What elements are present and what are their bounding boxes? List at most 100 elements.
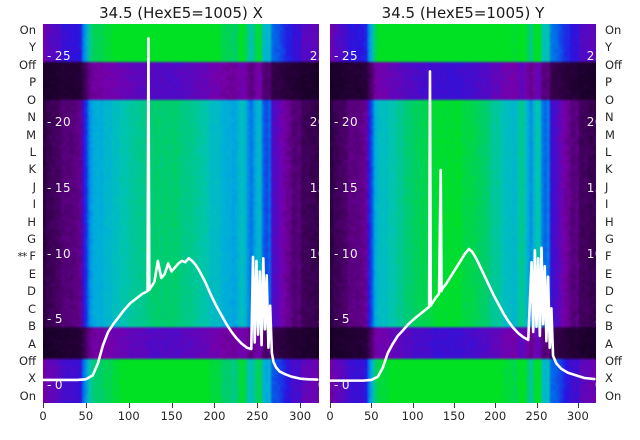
channel-label-i-10: I [33, 198, 40, 211]
x-tick-label-0: 0 [326, 409, 334, 423]
channel-label-i-10: I [600, 198, 608, 211]
channel-label-o-4: O [600, 92, 615, 107]
channel-label-text: N [27, 110, 36, 125]
y-tick-10: -10 [47, 247, 71, 261]
y-tick-value: 10 [54, 246, 72, 261]
channel-label-l-7: L [600, 145, 611, 159]
channel-label-text: On [19, 23, 36, 37]
y-tick-15: -15 [334, 181, 358, 195]
left-channel-axis: On Y Off P O N M L K J I H G ** F E D C B A Off X On [0, 24, 40, 403]
x-tick-label-100: 100 [401, 409, 424, 423]
y-tick-25: -25 [47, 49, 71, 63]
channel-label-text: B [605, 319, 613, 334]
channel-label-x-20: X [600, 372, 613, 385]
channel-label-text: J [605, 179, 609, 194]
channel-label-m-6: M [26, 127, 40, 142]
channel-label-text: E [28, 266, 36, 281]
heatmap-panel-x[interactable]: -25-20-15-10-5-02520151050 [43, 24, 319, 403]
y-tick-dash: - [47, 312, 52, 327]
x-tick-mark-50 [85, 403, 87, 408]
channel-label-p-3: P [29, 76, 40, 89]
channel-label-text: M [26, 127, 36, 142]
channel-label-on-21: On [600, 389, 621, 403]
channel-marker-icon: ** [17, 250, 27, 264]
y-tick-dash: - [334, 180, 339, 195]
signal-trace-y [330, 70, 596, 382]
channel-label-k-8: K [600, 163, 613, 176]
x-tick-mark-50 [371, 403, 373, 408]
channel-label-text: X [605, 371, 613, 386]
channel-label-text: C [27, 301, 36, 316]
channel-label-text: P [29, 75, 36, 90]
channel-label-g-12: G [600, 233, 614, 246]
channel-label-c-16: C [27, 301, 40, 316]
channel-label-text: J [32, 179, 36, 194]
x-tick-label-100: 100 [117, 409, 140, 423]
channel-label-on-0: On [600, 24, 621, 37]
channel-label-off-2: Off [600, 58, 622, 72]
y-tick-edge-0: 0 [595, 378, 596, 392]
y-tick-value: 0 [341, 378, 350, 393]
x-tick-label-150: 150 [442, 409, 465, 423]
channel-label-text: H [27, 214, 36, 229]
channel-label-g-12: G [27, 233, 40, 246]
x-tick-label-200: 200 [203, 409, 226, 423]
x-tick-label-300: 300 [289, 409, 312, 423]
x-tick-mark-250 [257, 403, 259, 408]
channel-label-on-0: On [20, 24, 40, 37]
channel-label-text: F [605, 249, 612, 264]
channel-label-text: A [605, 336, 613, 351]
y-tick-dash: - [47, 49, 52, 64]
channel-label-text: K [28, 162, 36, 177]
channel-label-text: M [605, 127, 615, 142]
channel-label-a-18: A [28, 337, 40, 351]
x-tick-label-150: 150 [160, 409, 183, 423]
y-tick-dash: - [47, 246, 52, 261]
y-tick-edge-20: 20 [586, 115, 596, 129]
y-tick-edge-25: 25 [309, 49, 319, 64]
channel-label-y-1: Y [600, 41, 612, 54]
channel-label-text: L [29, 144, 36, 159]
heatmap-panel-y[interactable]: -25-20-15-10-5-02520151050 [330, 24, 596, 403]
channel-label-text: N [605, 110, 614, 125]
x-tick-mark-200 [495, 403, 497, 408]
channel-label-text: P [605, 75, 612, 90]
channel-label-text: Off [19, 354, 36, 369]
channel-label-text: Off [605, 354, 622, 369]
channel-label-text: H [605, 214, 614, 229]
x-tick-mark-0 [43, 403, 44, 408]
channel-label-off-2: Off [19, 58, 40, 72]
channel-label-b-17: B [28, 320, 40, 333]
y-tick-20: -20 [47, 115, 71, 129]
panel-title-right: 34.5 (HexE5=1005) Y [381, 4, 545, 22]
channel-label-n-5: N [600, 111, 614, 124]
channel-label-y-1: Y [29, 41, 40, 54]
x-tick-label-50: 50 [363, 409, 379, 423]
channel-label-p-3: P [600, 76, 612, 89]
y-tick-10: -10 [334, 247, 358, 261]
channel-label-text: C [605, 301, 614, 316]
y-tick-5: -5 [334, 312, 350, 326]
channel-label-text: I [605, 197, 609, 212]
channel-label-text: I [32, 197, 36, 212]
channel-label-text: O [605, 92, 615, 107]
channel-label-text: G [605, 232, 614, 247]
channel-label-j-9: J [32, 179, 40, 194]
channel-label-b-17: B [600, 320, 613, 333]
channel-label-text: B [28, 319, 36, 334]
channel-label-text: X [28, 371, 36, 386]
y-tick-edge-25: 25 [586, 49, 596, 64]
channel-label-d-15: D [27, 285, 40, 298]
trace-path [330, 70, 596, 382]
channel-label-x-20: X [28, 372, 40, 385]
y-tick-dash: - [47, 378, 52, 393]
panel-title-left: 34.5 (HexE5=1005) X [99, 4, 263, 22]
y-tick-15: -15 [47, 181, 71, 195]
x-tick-label-250: 250 [525, 409, 548, 423]
x-axis: 0 50 100 150 200 250 300 [39, 403, 319, 433]
y-tick-0: -0 [334, 378, 350, 392]
y-tick-dash: - [334, 246, 339, 261]
y-tick-edge-15: 15 [309, 180, 319, 195]
channel-label-text: G [27, 232, 36, 247]
